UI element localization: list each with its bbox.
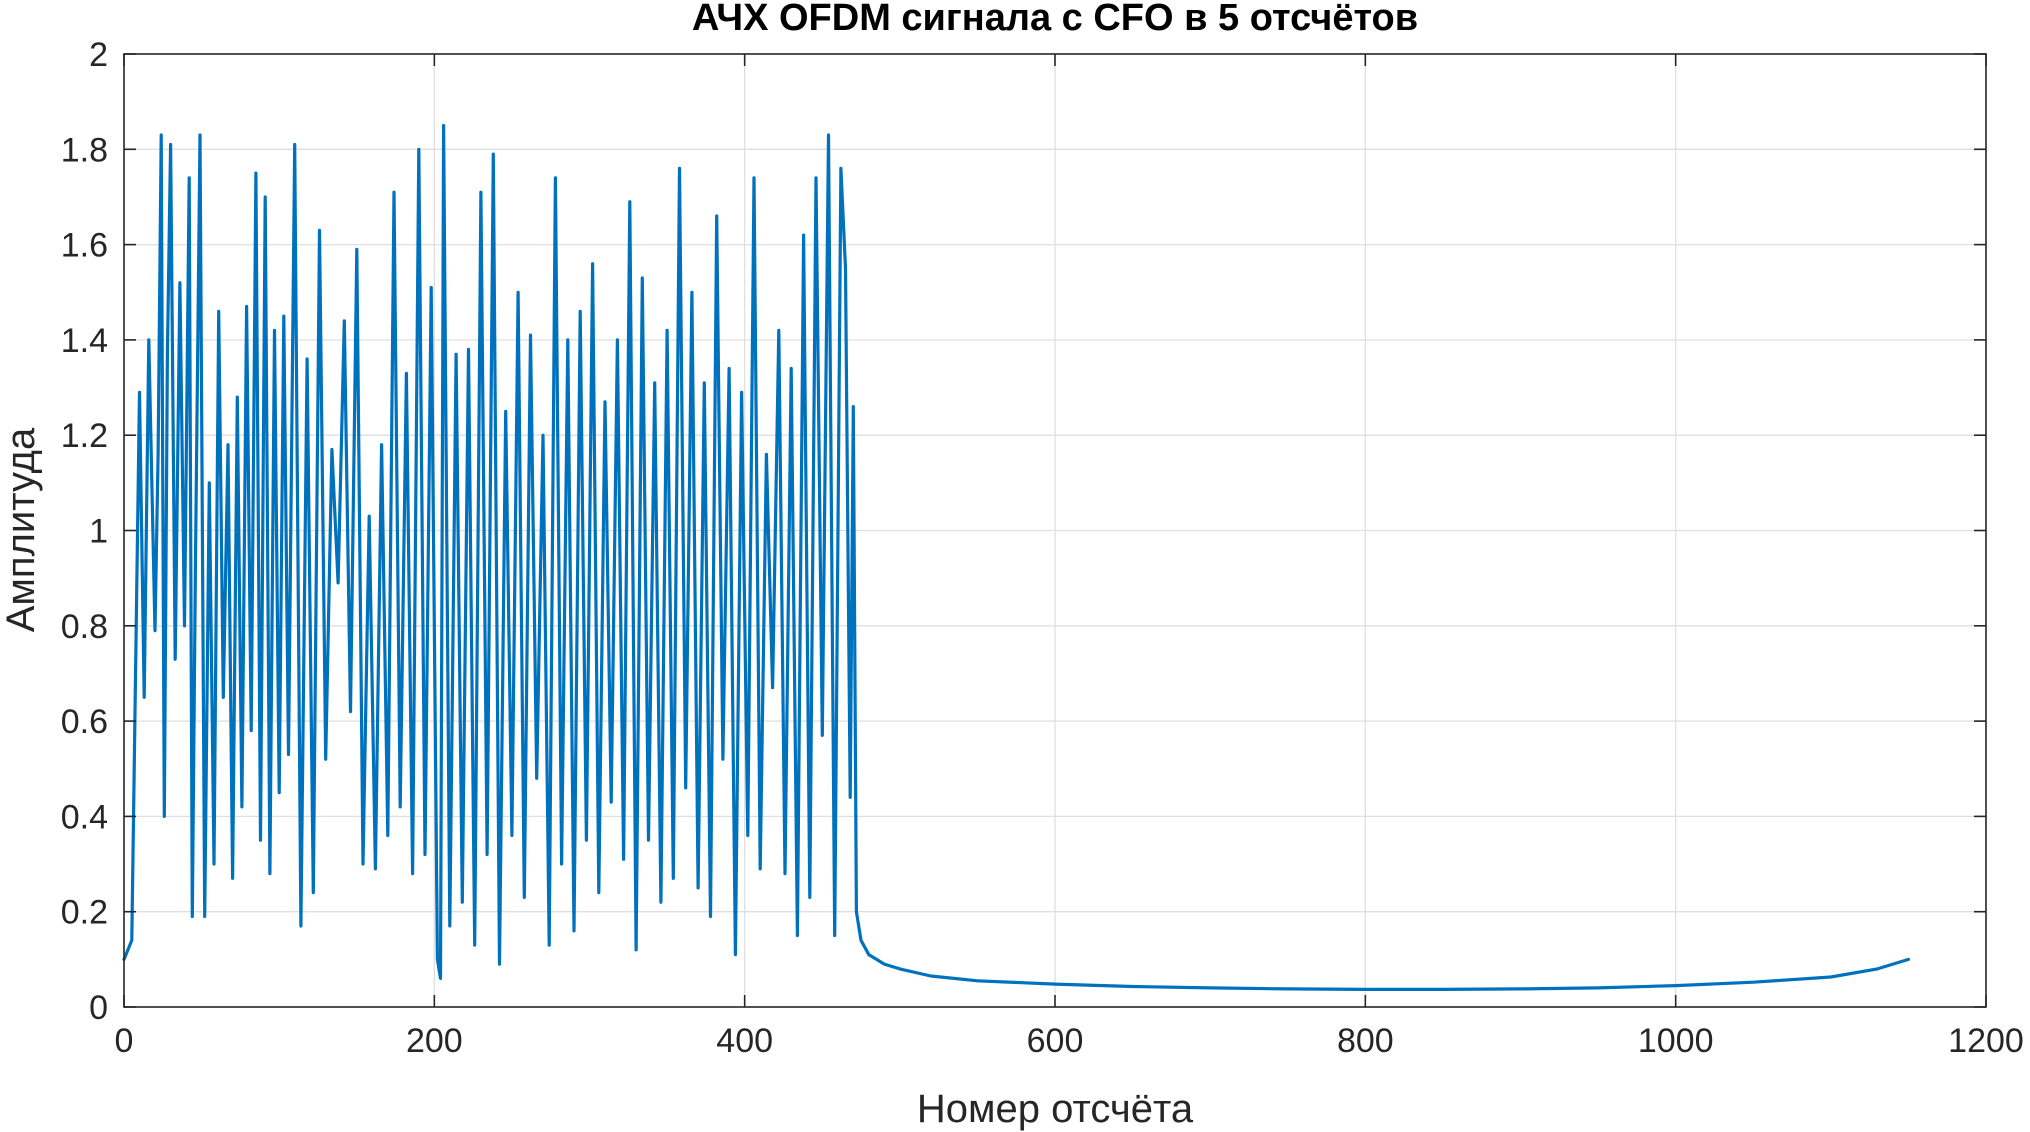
x-tick-label: 200 — [406, 1022, 463, 1060]
y-tick-label: 0 — [89, 989, 108, 1027]
x-tick-label: 800 — [1337, 1022, 1394, 1060]
x-tick-label: 0 — [115, 1022, 134, 1060]
y-axis-label: Амплитуда — [0, 427, 43, 632]
x-tick-label: 600 — [1027, 1022, 1084, 1060]
y-tick-label: 2 — [89, 36, 108, 74]
x-tick-label: 1200 — [1948, 1022, 2024, 1060]
y-tick-label: 0.8 — [61, 608, 108, 646]
x-tick-labels: 0 200 400 600 800 1000 1200 — [115, 1022, 2024, 1060]
plot-area — [122, 123, 1911, 992]
chart-title: АЧХ OFDM сигнала с CFO в 5 отсчётов — [692, 0, 1418, 39]
tick-marks — [123, 53, 1987, 1008]
y-tick-labels: 0 0.2 0.4 0.6 0.8 1 1.2 1.4 1.6 1.8 2 — [61, 36, 108, 1027]
x-tick-label: 1000 — [1638, 1022, 1714, 1060]
x-tick-label: 400 — [716, 1022, 773, 1060]
y-tick-label: 1.6 — [61, 227, 108, 265]
y-tick-label: 1 — [89, 513, 108, 551]
y-tick-label: 0.6 — [61, 703, 108, 741]
x-axis-label: Номер отсчёта — [917, 1087, 1194, 1131]
series-line — [122, 123, 1911, 992]
y-tick-label: 1.4 — [61, 322, 108, 360]
y-tick-label: 0.2 — [61, 894, 108, 932]
y-tick-label: 1.8 — [61, 131, 108, 169]
y-tick-label: 1.2 — [61, 417, 108, 455]
y-tick-label: 0.4 — [61, 798, 108, 836]
